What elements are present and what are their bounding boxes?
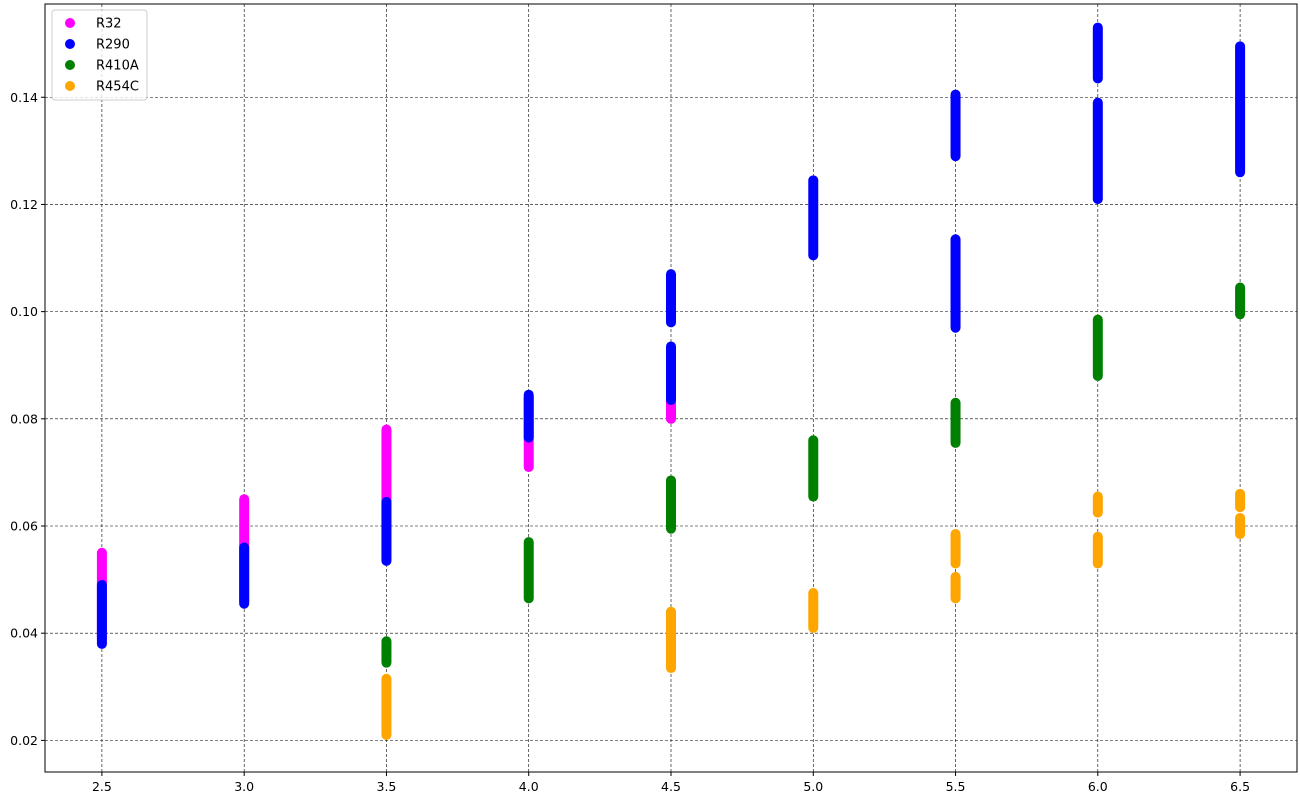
data-point-run-r410a [1092,314,1103,381]
y-tick-label: 0.08 [10,411,38,426]
data-point-run-r454c [808,587,819,633]
data-point-run-r290 [666,269,676,328]
x-tick-label: 4.5 [661,779,681,794]
data-point-run-r410a [1235,282,1246,320]
legend-label: R290 [96,38,130,53]
data-point-run-r290 [1092,22,1103,84]
data-point-run-r290 [239,542,250,609]
x-tick-label: 3.5 [377,779,397,794]
y-tick-label: 0.02 [10,733,38,748]
data-point-run-r290 [1235,41,1246,178]
y-tick-label: 0.14 [10,90,38,105]
x-tick-label: 4.0 [519,779,539,794]
y-tick-label: 0.10 [10,304,38,319]
data-point-run-r454c [1092,491,1103,518]
data-point-run-r290 [666,341,676,406]
data-point-run-r410a [381,636,392,668]
data-point-run-r290 [950,89,961,162]
data-point-run-r290 [808,175,819,261]
legend: R32 R290 R410A R454C [51,9,148,101]
legend-marker-r290 [65,39,75,49]
data-points [96,22,1246,741]
data-point-run-r410a [523,537,534,604]
data-point-run-r290 [381,496,392,566]
data-point-run-r454c [381,673,392,741]
legend-marker-r410a [65,60,75,70]
axes: 2.5 3.0 3.5 4.0 4.5 5.0 5.5 6.0 6.5 0.02 0.04 0.06 0… [10,90,1250,794]
x-tick-label: 3.0 [234,779,254,794]
data-point-run-r290 [96,579,107,649]
x-tick-label: 2.5 [92,779,112,794]
legend-box [51,9,148,101]
x-tick-label: 5.5 [946,779,966,794]
data-point-run-r410a [808,435,819,502]
x-tick-label: 5.0 [803,779,823,794]
data-point-run-r290 [950,234,961,333]
x-tick-label: 6.5 [1230,779,1250,794]
data-point-run-r454c [666,606,676,674]
x-tick-label: 6.0 [1088,779,1108,794]
data-point-run-r454c [1235,512,1246,540]
legend-marker-r32 [65,18,75,28]
y-tick-label: 0.12 [10,197,38,212]
data-point-run-r290 [523,389,534,443]
legend-label: R454C [96,80,139,95]
y-tick-label: 0.04 [10,626,38,641]
y-tick-label: 0.06 [10,519,38,534]
legend-label: R32 [96,17,122,32]
data-point-run-r454c [1092,531,1103,569]
legend-marker-r454c [65,81,75,91]
data-point-run-r410a [950,397,961,448]
data-point-run-r454c [1235,488,1246,513]
legend-label: R410A [96,59,139,74]
data-point-run-r454c [950,529,961,569]
data-point-run-r454c [950,571,961,604]
data-point-run-r290 [1092,97,1103,205]
data-point-run-r410a [666,475,676,534]
